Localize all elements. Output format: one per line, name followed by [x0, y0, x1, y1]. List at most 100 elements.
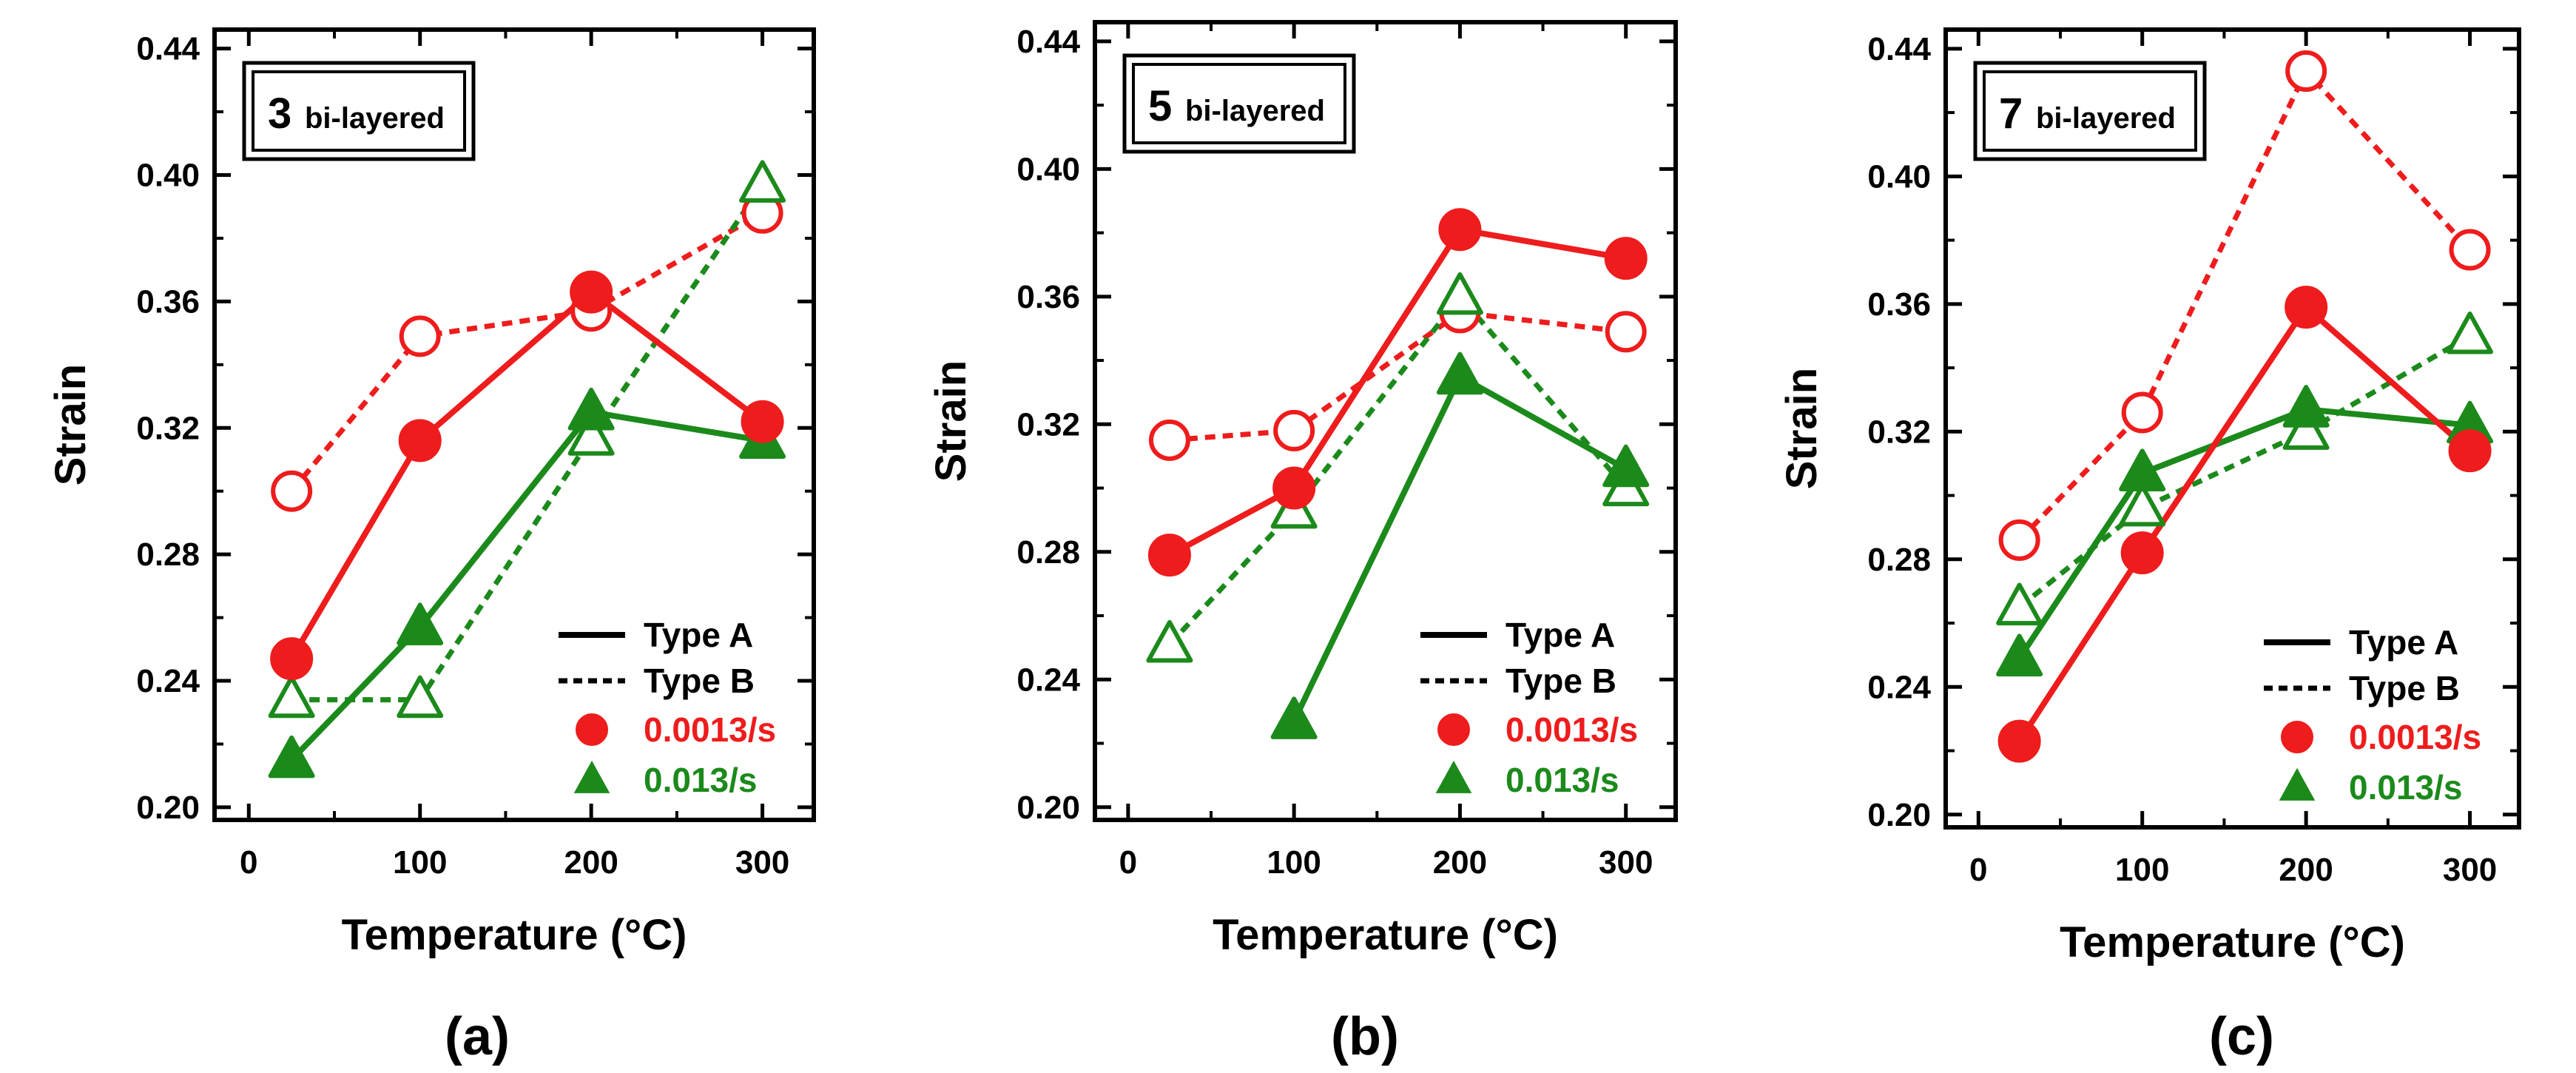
panel-b: 0.20 0.24 0.28 0.32 0.36 0.40 0.44 0 100 200 300 Te…: [927, 20, 1678, 1066]
x-tick-label: 200: [2279, 852, 2333, 888]
label-text: bi-layered: [305, 102, 445, 135]
data-point-type-b-rate-013: [1436, 272, 1483, 315]
data-point-type-b-rate-013: [2119, 483, 2166, 527]
data-point-type-a-rate-013: [1602, 444, 1650, 488]
y-axis-label: Strain: [47, 364, 95, 485]
label-text: bi-layered: [2036, 102, 2176, 135]
label-box-inner: [1132, 63, 1346, 144]
data-point-type-b-rate-013: [2447, 311, 2494, 354]
label-number: 7: [1999, 90, 2023, 138]
plot-frame: [212, 27, 816, 822]
data-point-type-a-rate-013: [567, 387, 615, 431]
data-point-type-a-rate-013: [268, 735, 315, 778]
data-point-type-b-rate-0013: [1605, 311, 1647, 353]
y-axis-label: Strain: [1778, 368, 1826, 489]
x-axis-label: Temperature (°C): [2060, 918, 2405, 966]
x-tick-label: 300: [1599, 844, 1653, 881]
x-tick-label: 0: [240, 844, 257, 881]
panel-c: 0.20 0.24 0.28 0.32 0.36 0.40 0.44 0 100 200 300 Te…: [1778, 27, 2521, 1066]
data-point-type-b-rate-013: [268, 675, 315, 719]
series-line-type-b-rate-0013: [2017, 68, 2472, 542]
label-box-outer: [1122, 53, 1356, 154]
legend-label-rate-0013: 0.0013/s: [1506, 710, 1638, 749]
data-point-type-a-rate-0013: [2285, 286, 2328, 329]
data-point-type-a-rate-0013: [270, 637, 314, 681]
y-tick-label: 0.32: [1867, 414, 1931, 450]
legend-label-rate-0013: 0.0013/s: [644, 710, 776, 749]
data-point-type-b-rate-013: [1146, 619, 1193, 663]
legend-label-type-b: Type B: [2349, 669, 2460, 707]
y-tick-label: 0.24: [136, 663, 200, 699]
data-point-type-a-rate-013: [397, 602, 444, 646]
series-line-type-a-rate-013: [289, 408, 763, 762]
legend-label-type-a: Type A: [644, 616, 753, 654]
y-tick-label: 0.36: [136, 283, 200, 320]
y-tick-label: 0.20: [1016, 790, 1080, 826]
data-point-type-a-rate-0013: [1272, 466, 1316, 510]
label-box-inner: [1983, 70, 2197, 152]
panel-a: 0.20 0.24 0.28 0.32 0.36 0.40 0.44 0 100 200 300 Te…: [47, 27, 816, 1066]
y-tick-label: 0.40: [136, 158, 200, 194]
y-tick-label: 0.32: [1016, 406, 1080, 443]
series-line-type-b-rate-013: [1167, 294, 1628, 647]
plot-frame: [1943, 27, 2521, 830]
data-point-type-a-rate-0013: [1147, 534, 1191, 577]
y-tick-label: 0.28: [1867, 542, 1931, 578]
x-axis-label: Temperature (°C): [1213, 911, 1558, 959]
legend-label-rate-013: 0.013/s: [2349, 768, 2462, 807]
label-box-outer: [242, 61, 476, 161]
series-line-type-a-rate-0013: [2017, 304, 2472, 743]
legend-label-type-a: Type A: [1506, 616, 1615, 654]
series-line-type-a-rate-013: [2017, 406, 2470, 660]
x-tick-label: 0: [1119, 844, 1137, 881]
series-line-type-a-rate-0013: [289, 289, 764, 661]
data-point-type-b-rate-0013: [2449, 229, 2491, 271]
y-tick-label: 0.24: [1016, 662, 1080, 698]
y-tick-label: 0.20: [1867, 797, 1931, 833]
y-tick-label: 0.44: [136, 31, 200, 67]
y-tick-label: 0.44: [1016, 24, 1080, 60]
series-line-type-a-rate-0013: [1168, 226, 1627, 558]
legend-marker-triangle: [1435, 760, 1472, 793]
data-point-type-a-rate-0013: [398, 419, 442, 462]
x-tick-label: 100: [1267, 844, 1321, 881]
series-line-type-b-rate-013: [291, 183, 765, 703]
plot-frame: [1093, 20, 1678, 822]
x-tick-label: 100: [393, 844, 447, 881]
data-point-type-b-rate-013: [2282, 407, 2330, 450]
data-point-type-b-rate-0013: [2285, 50, 2327, 92]
label-text: bi-layered: [1185, 95, 1325, 127]
label-box-outer: [1973, 61, 2207, 161]
y-tick-label: 0.20: [136, 790, 200, 826]
panel-caption: (b): [1331, 1007, 1399, 1066]
y-tick-label: 0.36: [1867, 286, 1931, 323]
y-tick-label: 0.28: [136, 536, 200, 573]
legend-label-rate-013: 0.013/s: [644, 761, 757, 799]
data-point-type-b-rate-0013: [1273, 409, 1315, 451]
data-point-type-a-rate-0013: [1438, 208, 1482, 252]
data-point-type-b-rate-013: [567, 413, 615, 456]
legend-label-rate-013: 0.013/s: [1506, 761, 1619, 799]
panel-caption: (a): [445, 1007, 510, 1066]
y-tick-label: 0.40: [1867, 158, 1931, 195]
x-tick-label: 300: [735, 844, 789, 881]
data-point-type-a-rate-0013: [570, 270, 613, 314]
y-tick-label: 0.24: [1867, 669, 1931, 705]
legend-marker-triangle: [573, 760, 610, 793]
panel-caption: (c): [2209, 1007, 2274, 1066]
x-tick-label: 300: [2443, 852, 2497, 888]
data-point-type-b-rate-0013: [271, 470, 313, 512]
data-point-type-b-rate-0013: [1998, 519, 2040, 561]
y-tick-label: 0.36: [1016, 279, 1080, 315]
y-tick-label: 0.28: [1016, 534, 1080, 571]
data-point-type-b-rate-0013: [2121, 391, 2163, 434]
data-point-type-a-rate-0013: [741, 400, 784, 443]
legend-marker-circle: [1437, 713, 1470, 746]
data-point-type-a-rate-0013: [2120, 531, 2164, 575]
y-tick-label: 0.44: [1867, 31, 1931, 67]
x-tick-label: 100: [2115, 852, 2169, 888]
legend-marker-circle: [576, 713, 608, 746]
legend-label-type-b: Type B: [1506, 662, 1616, 700]
legend-label-type-b: Type B: [644, 662, 755, 700]
y-axis-label: Strain: [927, 360, 975, 482]
